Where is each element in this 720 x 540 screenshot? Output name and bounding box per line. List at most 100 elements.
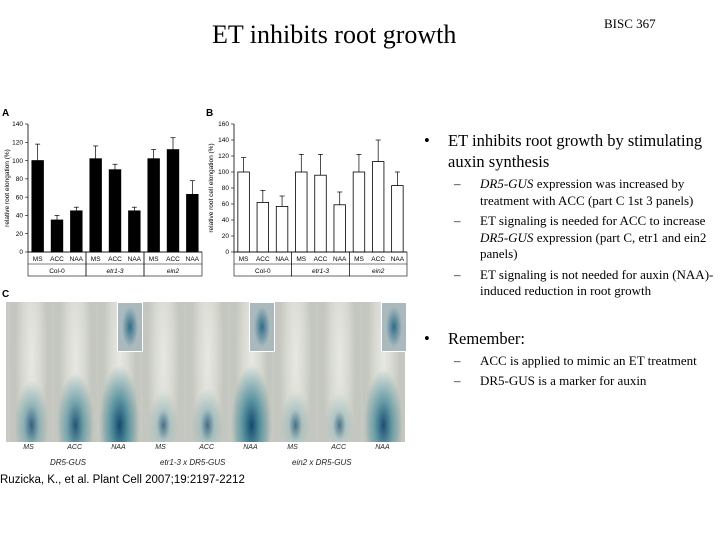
micrograph-label: MS	[23, 444, 34, 451]
micrograph-group-label: ein2 x DR5-GUS	[292, 458, 352, 467]
bar	[128, 210, 141, 253]
bar	[166, 149, 180, 253]
category-label: MS	[354, 256, 364, 263]
y-tick-label: 160	[218, 121, 229, 128]
micrograph-label: MS	[287, 444, 298, 451]
y-tick-label: 40	[222, 217, 230, 224]
micrograph-label: ACC	[67, 444, 83, 451]
y-tick-label: 120	[12, 139, 23, 146]
bar	[275, 206, 289, 253]
root-micrograph	[98, 302, 141, 442]
category-label: MS	[149, 256, 159, 263]
sub-2-1-text: ACC is applied to mimic an ET treatment	[480, 352, 697, 368]
slide-title: ET inhibits root growth	[212, 20, 457, 49]
bar	[352, 171, 366, 253]
inset-box	[116, 302, 143, 352]
sub-bullet-1-2: – ET signaling is needed for ACC to incr…	[424, 213, 714, 263]
category-label: MS	[33, 256, 43, 263]
bullet-1-text: ET inhibits root growth by stimulating a…	[448, 131, 703, 171]
bar	[391, 185, 404, 253]
bar	[256, 202, 269, 253]
inset-box	[380, 302, 407, 352]
category-label: ACC	[50, 256, 64, 263]
bar	[70, 210, 83, 253]
micrograph-label: NAA	[375, 444, 390, 451]
bar	[108, 169, 122, 253]
micrograph-label: MS	[155, 444, 166, 451]
group-label: Col-0	[255, 268, 271, 275]
micrograph-label: ACC	[331, 444, 347, 451]
sub-bullet-2-2: – DR5-GUS is a marker for auxin	[424, 373, 714, 390]
y-tick-label: 100	[12, 158, 23, 165]
panel-a-label: A	[2, 108, 10, 119]
micrograph-group-label: DR5-GUS	[50, 458, 87, 467]
category-label: MS	[91, 256, 101, 263]
bar	[50, 219, 64, 253]
bar-chart-a: relative root elongation (%) 0 20 40 60 80 100…	[4, 121, 203, 277]
y-tick-label: 100	[218, 169, 229, 176]
category-label: ACC	[256, 256, 270, 263]
sub-1-2-pre: ET signaling is needed for ACC to increa…	[480, 213, 706, 228]
sub-1-2-post: expression (part C, etr1 and ein2 panels…	[480, 229, 707, 262]
group-label: ein2	[167, 268, 180, 275]
dash-glyph: –	[454, 176, 461, 191]
category-label: ACC	[108, 256, 122, 263]
bullet-1: • ET inhibits root growth by stimulating…	[424, 130, 714, 172]
group-label: Col-0	[49, 268, 65, 275]
y-tick-label: 140	[12, 121, 23, 128]
root-micrograph	[54, 302, 97, 442]
bar-chart-b: relative root cell elongation (%) 0 20 40 60…	[208, 121, 408, 277]
y-tick-label: 0	[19, 249, 23, 256]
inset-box	[248, 302, 275, 352]
bar	[147, 158, 160, 253]
y-tick-label: 140	[218, 137, 229, 144]
category-label: MS	[239, 256, 249, 263]
category-label: MS	[296, 256, 306, 263]
sub-2-2-text: DR5-GUS is a marker for auxin	[480, 373, 647, 388]
category-label: ACC	[166, 256, 180, 263]
bar	[295, 171, 308, 253]
bullet-2: • Remember:	[424, 328, 714, 349]
root-micrograph	[10, 302, 53, 442]
panel-b-label: B	[206, 108, 214, 119]
bar	[371, 161, 385, 253]
sub-1-2-emphasis: DR5-GUS	[480, 229, 534, 245]
category-label: NAA	[275, 256, 289, 263]
y-tick-label: 20	[16, 231, 24, 238]
y-tick-label: 40	[16, 213, 24, 220]
sub-bullet-2-1: – ACC is applied to mimic an ET treatmen…	[424, 353, 714, 370]
bar	[333, 204, 346, 253]
bar	[237, 171, 250, 253]
micrograph-label: NAA	[243, 444, 258, 451]
citation: Ruzicka, K., et al. Plant Cell 2007;19:2…	[0, 474, 245, 486]
dash-glyph: –	[454, 213, 461, 228]
category-label: NAA	[128, 256, 142, 263]
category-label: NAA	[70, 256, 84, 263]
root-micrograph	[318, 302, 361, 442]
panel-c-label: C	[2, 289, 10, 300]
group-label: ein2	[372, 268, 385, 275]
micrograph-label: NAA	[111, 444, 126, 451]
course-code: BISC 367	[604, 16, 656, 31]
bar	[31, 160, 44, 253]
y-tick-label: 120	[218, 153, 229, 160]
y-tick-label: 80	[222, 185, 230, 192]
y-axis-label: relative root elongation (%)	[4, 149, 11, 227]
group-label: etr1-3	[312, 268, 329, 275]
group-label: etr1-3	[107, 268, 124, 275]
dash-glyph: –	[454, 373, 461, 388]
y-tick-label: 60	[16, 194, 24, 201]
category-label: NAA	[333, 256, 347, 263]
bar	[89, 158, 102, 253]
y-tick-label: 0	[225, 249, 229, 256]
category-label: ACC	[371, 256, 385, 263]
micrograph-label: ACC	[199, 444, 215, 451]
category-label: ACC	[314, 256, 328, 263]
sub-1-1-emphasis: DR5-GUS	[480, 176, 534, 191]
bullet-glyph: •	[424, 328, 430, 348]
root-micrograph	[274, 302, 317, 442]
bullet-list: • ET inhibits root growth by stimulating…	[424, 130, 714, 390]
dash-glyph: –	[454, 266, 461, 282]
bar	[186, 194, 199, 253]
micrograph-group-label: etr1-3 x DR5-GUS	[160, 458, 226, 467]
